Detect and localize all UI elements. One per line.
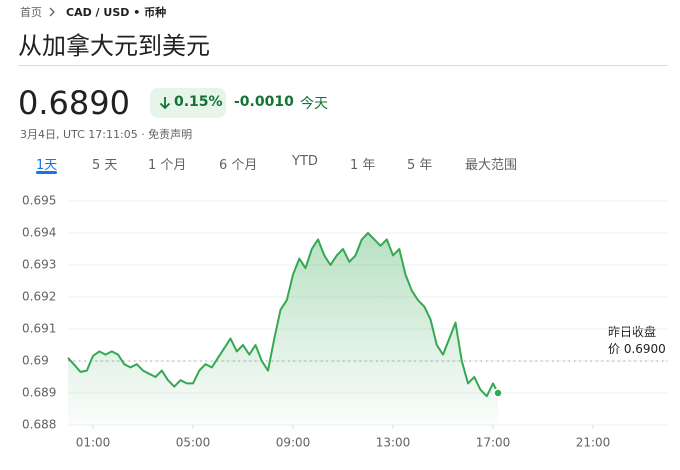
range-tab[interactable]: 1 个月 bbox=[148, 158, 187, 173]
x-tick-label: 05:00 bbox=[176, 436, 211, 450]
range-tab[interactable]: 5 年 bbox=[407, 158, 433, 173]
down-arrow bbox=[159, 97, 171, 110]
page-title: 从加拿大元到美元 bbox=[18, 32, 210, 60]
chart: 0.688 0.689 0.69 0.691 0.692 0.693 0.694 0.695 0… bbox=[22, 194, 668, 450]
range-tab[interactable]: YTD bbox=[292, 154, 318, 169]
x-tick-label: 17:00 bbox=[476, 436, 511, 450]
x-tick-label: 09:00 bbox=[276, 436, 311, 450]
change-badge bbox=[150, 88, 226, 118]
y-tick-label: 0.689 bbox=[22, 386, 56, 400]
range-tab[interactable]: 1天 bbox=[36, 158, 58, 173]
breadcrumb-pair: CAD / USD • 币种 bbox=[66, 6, 167, 19]
y-tick-label: 0.69 bbox=[22, 354, 49, 368]
change-value: -0.0010 bbox=[234, 94, 294, 110]
change-percent: 0.15% bbox=[174, 94, 223, 110]
range-tab[interactable]: 6 个月 bbox=[219, 158, 258, 173]
price: 0.6890 bbox=[18, 84, 130, 122]
breadcrumb-home[interactable]: 首页 bbox=[20, 6, 42, 19]
tab-underline bbox=[36, 171, 57, 174]
breadcrumb-chevron bbox=[49, 7, 55, 17]
x-tick-label: 01:00 bbox=[76, 436, 111, 450]
price-line bbox=[67, 232, 499, 398]
divider bbox=[18, 65, 668, 66]
y-tick-label: 0.695 bbox=[22, 194, 56, 208]
area-fill bbox=[68, 233, 498, 425]
change-period: 今天 bbox=[300, 96, 328, 112]
y-tick-label: 0.693 bbox=[22, 258, 56, 272]
range-tab[interactable]: 1 年 bbox=[350, 158, 376, 173]
timestamp: 3月4日, UTC 17:11:05 · 免责声明 bbox=[20, 128, 193, 141]
y-tick-label: 0.694 bbox=[22, 226, 56, 240]
y-tick-label: 0.692 bbox=[22, 290, 56, 304]
x-tick-label: 13:00 bbox=[376, 436, 411, 450]
last-point bbox=[493, 388, 503, 398]
y-tick-label: 0.688 bbox=[22, 418, 56, 432]
range-tab[interactable]: 5 天 bbox=[92, 158, 118, 173]
range-tab[interactable]: 最大范围 bbox=[465, 158, 518, 173]
y-tick-label: 0.691 bbox=[22, 322, 56, 336]
x-tick-label: 21:00 bbox=[576, 436, 611, 450]
